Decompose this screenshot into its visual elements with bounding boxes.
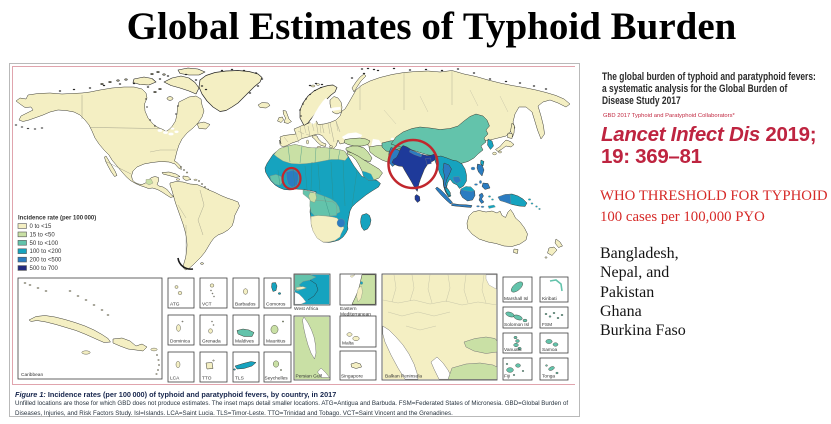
svg-text:LCA: LCA xyxy=(170,376,180,382)
svg-text:0 to <15: 0 to <15 xyxy=(30,224,53,230)
svg-text:Caribbean: Caribbean xyxy=(21,372,43,378)
svg-text:Mediterranean: Mediterranean xyxy=(340,312,371,318)
svg-text:Tonga: Tonga xyxy=(542,374,555,380)
svg-text:Malta: Malta xyxy=(342,341,354,347)
svg-text:TTO: TTO xyxy=(202,376,212,382)
svg-text:Maldives: Maldives xyxy=(235,339,255,345)
svg-text:Vanuatu: Vanuatu xyxy=(504,347,522,353)
svg-text:100 to <200: 100 to <200 xyxy=(30,249,63,255)
svg-text:15 to <50: 15 to <50 xyxy=(30,232,56,238)
svg-text:Incidence rate (per 100 000): Incidence rate (per 100 000) xyxy=(18,216,96,222)
svg-text:Samoa: Samoa xyxy=(542,347,558,353)
svg-text:50 to <100: 50 to <100 xyxy=(30,241,59,247)
svg-text:Marshall Isl: Marshall Isl xyxy=(504,296,528,302)
svg-text:Grenada: Grenada xyxy=(202,339,221,345)
svg-text:West Africa: West Africa xyxy=(294,306,319,312)
svg-text:Kiribati: Kiribati xyxy=(542,296,557,302)
svg-text:ATG: ATG xyxy=(170,302,180,308)
svg-text:Dominica: Dominica xyxy=(170,339,190,345)
svg-text:Eastern: Eastern xyxy=(340,306,357,312)
svg-text:Balkan Peninsula: Balkan Peninsula xyxy=(385,374,422,380)
svg-text:VCT: VCT xyxy=(202,302,212,308)
svg-text:Singapore: Singapore xyxy=(341,374,363,380)
svg-text:Barbados: Barbados xyxy=(235,302,256,308)
svg-text:200 to <500: 200 to <500 xyxy=(30,258,63,264)
svg-text:Comoros: Comoros xyxy=(266,302,286,308)
svg-text:Fiji: Fiji xyxy=(504,374,510,380)
svg-text:Solomon Isl: Solomon Isl xyxy=(504,322,529,328)
svg-text:500 to 700: 500 to 700 xyxy=(30,266,59,272)
svg-text:Seychelles: Seychelles xyxy=(265,376,289,382)
svg-text:Mauritius: Mauritius xyxy=(266,339,286,345)
svg-text:Persian Gulf: Persian Gulf xyxy=(296,374,323,380)
svg-text:TLS: TLS xyxy=(235,376,244,382)
svg-text:FSM: FSM xyxy=(542,322,552,328)
